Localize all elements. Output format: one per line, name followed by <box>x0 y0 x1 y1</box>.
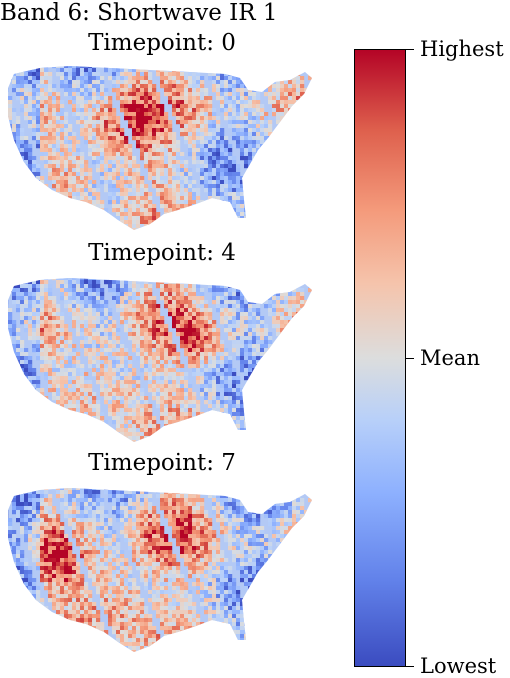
colorbar-label-lowest: Lowest <box>420 654 497 678</box>
colorbar <box>354 49 406 667</box>
panel-title-timepoint-0: Timepoint: 0 <box>88 30 236 56</box>
us-map-timepoint-7 <box>8 488 312 652</box>
colorbar-tick-lowest <box>406 666 414 668</box>
figure-title: Band 6: Shortwave IR 1 <box>0 0 278 26</box>
colorbar-label-highest: Highest <box>420 37 504 61</box>
panel-title-timepoint-7: Timepoint: 7 <box>88 450 236 476</box>
colorbar-tick-mean <box>406 358 414 360</box>
us-map-timepoint-0 <box>8 66 312 230</box>
colorbar-tick-highest <box>406 49 414 51</box>
pixel-cells <box>8 66 312 230</box>
us-map-timepoint-4 <box>8 278 312 442</box>
colorbar-label-mean: Mean <box>420 346 480 370</box>
panel-title-timepoint-4: Timepoint: 4 <box>88 240 236 266</box>
